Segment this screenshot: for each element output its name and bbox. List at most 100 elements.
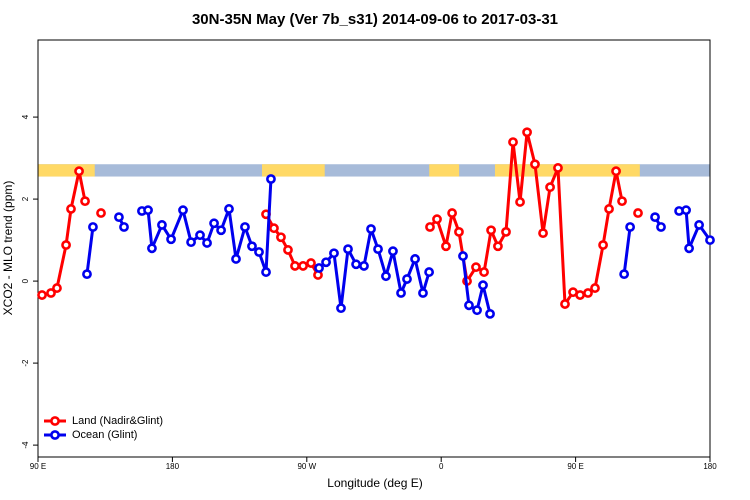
y-tick-label: 2 xyxy=(21,196,30,201)
data-point xyxy=(472,305,482,316)
data-point xyxy=(545,182,555,193)
data-point xyxy=(46,288,56,298)
plot-frame xyxy=(37,39,711,458)
data-point xyxy=(178,205,188,216)
x-tick-label: 90 E xyxy=(567,462,583,471)
x-axis-label: Longitude (deg E) xyxy=(327,476,422,490)
data-point xyxy=(694,220,704,230)
x-tick-label: 90 E xyxy=(30,462,46,471)
data-point xyxy=(515,197,525,207)
y-tick-label: 0 xyxy=(21,278,30,283)
data-point xyxy=(553,163,563,173)
series-line xyxy=(42,132,638,304)
data-point xyxy=(485,308,495,319)
data-point xyxy=(705,235,715,245)
data-point xyxy=(80,196,90,207)
y-tick-label: -2 xyxy=(21,359,30,367)
chart-title: 30N-35N May (Ver 7b_s31) 2014-09-06 to 2… xyxy=(192,11,558,28)
legend-label: Land (Nadir&Glint) xyxy=(72,415,163,427)
data-point xyxy=(424,267,435,277)
data-point xyxy=(321,257,331,268)
data-point xyxy=(388,246,398,257)
data-point xyxy=(202,238,212,248)
data-point xyxy=(147,243,157,254)
data-point xyxy=(396,288,406,298)
data-point xyxy=(298,261,308,271)
data-point xyxy=(283,245,293,255)
data-point xyxy=(359,261,369,271)
data-point xyxy=(478,280,488,291)
x-tick-label: 180 xyxy=(166,462,180,471)
data-point xyxy=(650,212,660,223)
data-point xyxy=(186,237,196,248)
data-point xyxy=(82,269,92,280)
data-point xyxy=(598,240,608,250)
data-point xyxy=(684,243,694,254)
data-point xyxy=(119,222,129,232)
land-band xyxy=(38,164,95,177)
data-point xyxy=(37,290,47,300)
data-point xyxy=(633,208,643,218)
data-point xyxy=(88,222,98,232)
legend-marker xyxy=(50,430,60,440)
data-point xyxy=(493,241,503,252)
data-point xyxy=(336,303,346,314)
data-point xyxy=(373,244,383,255)
data-point xyxy=(143,205,153,216)
data-point xyxy=(575,290,585,300)
data-point xyxy=(240,222,250,232)
data-point xyxy=(269,223,279,234)
data-point xyxy=(247,241,257,252)
data-point xyxy=(454,226,464,237)
data-point xyxy=(410,254,420,264)
data-point xyxy=(538,228,548,239)
data-point xyxy=(276,232,286,243)
data-point xyxy=(501,226,511,237)
data-point xyxy=(508,137,518,147)
data-point xyxy=(224,204,234,214)
data-point xyxy=(329,248,339,259)
data-point xyxy=(366,224,376,234)
data-point xyxy=(583,288,593,298)
data-point xyxy=(447,208,458,218)
data-point xyxy=(425,222,435,232)
data-point xyxy=(52,283,62,293)
y-tick-label: -4 xyxy=(21,441,30,449)
data-point xyxy=(343,244,353,255)
data-point xyxy=(74,166,84,177)
data-point xyxy=(290,261,300,271)
x-tick-label: 0 xyxy=(439,462,444,471)
data-point xyxy=(231,254,241,264)
data-point xyxy=(464,300,474,311)
data-point xyxy=(617,196,627,207)
legend-marker xyxy=(50,416,60,426)
data-point xyxy=(471,262,481,273)
data-point xyxy=(314,263,324,273)
data-point xyxy=(209,218,219,229)
data-point xyxy=(625,222,636,232)
data-point xyxy=(195,230,205,241)
data-point xyxy=(266,174,276,184)
land-band xyxy=(262,164,325,177)
data-point xyxy=(216,225,226,236)
data-point xyxy=(458,251,468,261)
data-point xyxy=(432,214,442,225)
data-point xyxy=(351,259,361,270)
data-point xyxy=(96,208,106,218)
data-point xyxy=(402,274,412,284)
data-point xyxy=(619,269,630,280)
data-point xyxy=(261,267,271,277)
data-point xyxy=(611,166,621,177)
y-tick-label: 4 xyxy=(21,114,30,119)
data-point xyxy=(66,204,76,214)
x-tick-label: 90 W xyxy=(297,462,316,471)
data-point xyxy=(590,283,600,293)
data-point xyxy=(441,241,451,252)
data-point xyxy=(560,299,570,309)
data-point xyxy=(479,267,489,277)
data-point xyxy=(61,240,71,250)
data-point xyxy=(114,212,124,223)
data-point xyxy=(604,204,614,214)
data-point xyxy=(381,271,391,282)
